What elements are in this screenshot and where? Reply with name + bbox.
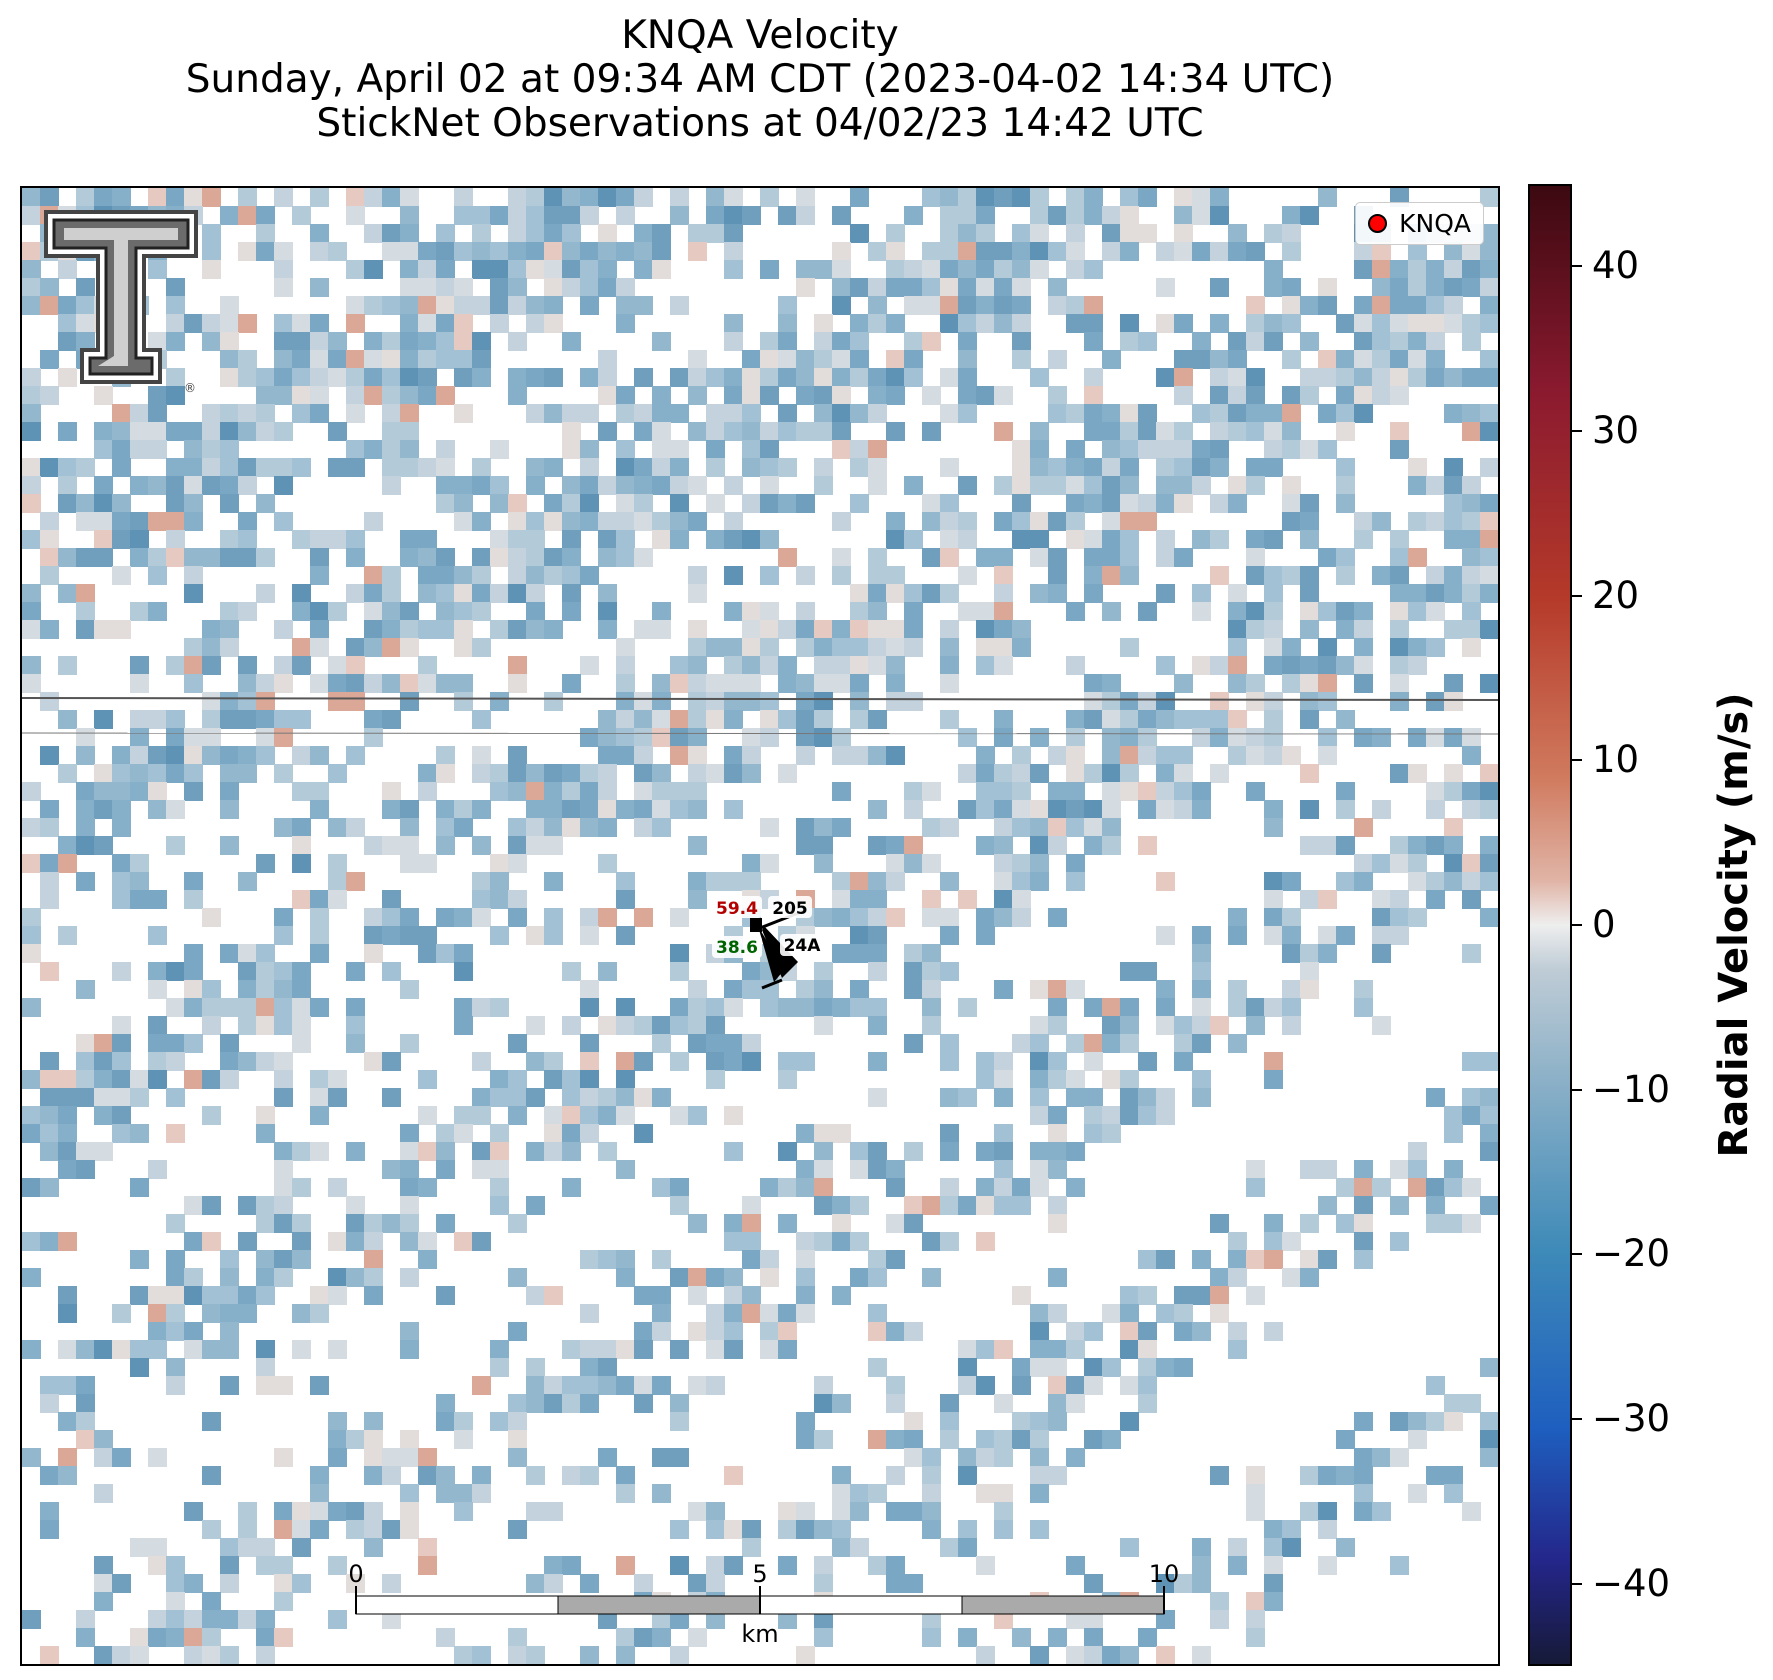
road-line-lower [22, 732, 1498, 735]
wind-barb-flag-icon [758, 926, 784, 982]
colorbar [1528, 184, 1572, 1666]
station-id: 205 [772, 899, 808, 919]
wind-barb-tail-icon [761, 978, 783, 990]
velocity-cells [22, 188, 1498, 1664]
texas-tech-logo-icon: ® [44, 210, 198, 395]
scale-label-0: 0 [348, 1560, 363, 1588]
colorbar-tick-label: 40 [1592, 244, 1640, 288]
scale-bar: 0 5 10 km [348, 1560, 1179, 1648]
station-temperature: 59.4 [716, 899, 758, 919]
radar-site-marker-icon [1368, 214, 1388, 233]
colorbar-tick [1570, 924, 1582, 926]
colorbar-tick-label: 30 [1592, 409, 1640, 452]
radar-map[interactable]: 59.4 38.6 205 24A 0 5 10 km ® [20, 186, 1500, 1666]
legend-label: KNQA [1399, 209, 1471, 238]
svg-text:®: ® [184, 381, 196, 395]
station-id-line2: 24A [784, 936, 822, 956]
title-line-2: Sunday, April 02 at 09:34 AM CDT (2023-0… [185, 57, 1335, 102]
road-line-upper [22, 697, 1498, 701]
colorbar-tick [1570, 1418, 1582, 1420]
colorbar-tick [1570, 1582, 1582, 1585]
colorbar-tick [1570, 759, 1582, 762]
scale-unit: km [741, 1620, 778, 1648]
colorbar-tick-label: −10 [1592, 1067, 1671, 1111]
title-line-1: KNQA Velocity [621, 13, 899, 58]
colorbar-tick [1570, 430, 1582, 432]
plot-title: KNQA Velocity Sunday, April 02 at 09:34 … [20, 14, 1500, 146]
colorbar-tick-label: −20 [1592, 1232, 1671, 1276]
colorbar-tick-label: 0 [1592, 903, 1616, 946]
colorbar-tick-label: −40 [1592, 1561, 1671, 1605]
colorbar-tick [1570, 1088, 1582, 1091]
scale-label-10: 10 [1149, 1560, 1180, 1588]
colorbar-tick-label: 20 [1592, 573, 1640, 617]
station-dewpoint: 38.6 [716, 938, 758, 958]
radar-velocity-field: 59.4 38.6 205 24A 0 5 10 km [22, 188, 1498, 1664]
colorbar-tick-label: −30 [1592, 1397, 1671, 1440]
title-line-3: StickNet Observations at 04/02/23 14:42 … [316, 101, 1204, 146]
colorbar-tick-label: 10 [1592, 738, 1640, 782]
sticknet-station-plot[interactable]: 59.4 38.6 205 24A [712, 896, 822, 990]
colorbar-tick [1570, 265, 1582, 268]
colorbar-tick [1570, 1253, 1582, 1256]
map-legend: KNQA [1355, 202, 1484, 245]
colorbar-label: Radial Velocity (m/s) [1711, 692, 1757, 1158]
scale-label-5: 5 [752, 1560, 767, 1588]
colorbar-tick [1570, 594, 1582, 597]
station-marker-icon [750, 918, 762, 932]
